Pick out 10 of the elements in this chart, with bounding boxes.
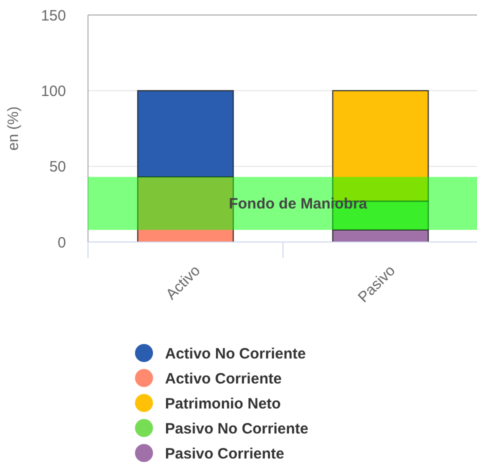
y-axis-title: en (%): [5, 106, 22, 151]
legend-label: Patrimonio Neto: [165, 395, 281, 412]
legend-label: Pasivo No Corriente: [165, 420, 308, 438]
y-tick-label: 150: [40, 7, 66, 24]
y-tick-label: 0: [58, 234, 66, 252]
legend-label: Activo Corriente: [165, 370, 282, 388]
legend-label: Pasivo Corriente: [165, 445, 284, 462]
y-tick-label: 100: [40, 82, 66, 100]
legend-label: Activo No Corriente: [165, 345, 306, 362]
y-tick-label: 50: [49, 158, 66, 176]
